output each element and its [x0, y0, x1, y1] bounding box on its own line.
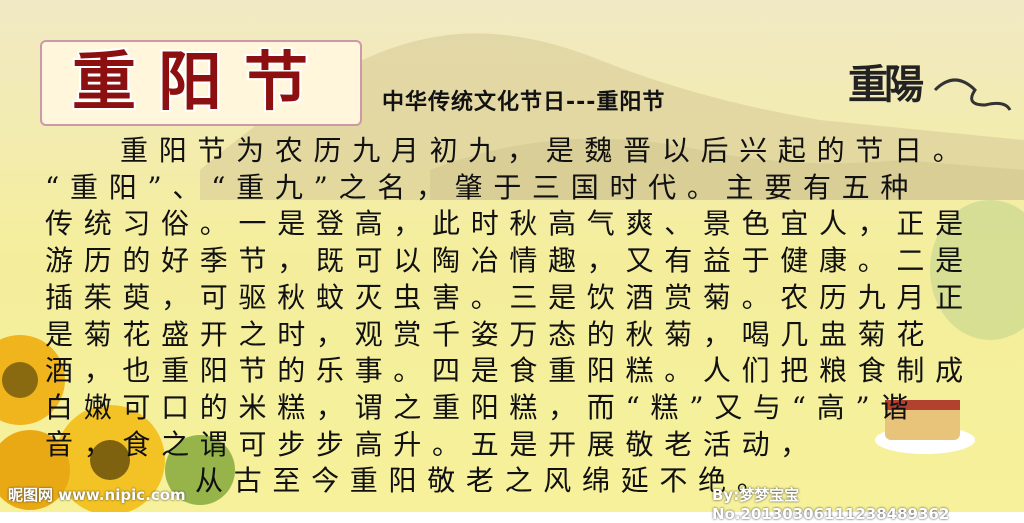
body-line: 重阳节为农历九月初九，是魏晋以后兴起的节日。 — [120, 134, 972, 167]
body-line: 游历的好季节，既可以陶冶情趣，又有益于健康。二是 — [45, 244, 974, 278]
title: 重阳节 — [40, 40, 362, 126]
body-line: 插茱萸，可驱秋蚊灭虫害。三是饮酒赏菊。农历九月正 — [45, 280, 974, 314]
body-line: 白嫩可口的米糕，谓之重阳糕，而“糕”又与“高”谐 — [45, 390, 920, 424]
flowers — [0, 335, 235, 512]
cake — [875, 400, 975, 454]
body-line: “重阳”、“重九”之名，肇于三国时代。主要有五种 — [45, 170, 920, 204]
site-watermark: 昵图网 www.nipic.com — [8, 486, 186, 504]
body-line: 酒，也重阳节的乐事。四是食重阳糕。人们把粮食制成 — [45, 354, 974, 388]
cloud-ornament — [933, 78, 1012, 111]
body-line: 传统习俗。一是登高，此时秋高气爽、景色宜人，正是 — [45, 207, 974, 241]
body-line: 是菊花盛开之时，观赏千姿万态的秋菊，喝几盅菊花 — [45, 317, 936, 351]
calligraphy: 重陽 — [848, 61, 924, 108]
subtitle: 中华传统文化节日---重阳节 — [382, 90, 666, 115]
background — [0, 0, 1024, 512]
body-line: 从古至今重阳敬老之风绵延不绝。 — [195, 464, 776, 498]
body-line: 音，食之谓可步步高升。五是开展敬老活动， — [45, 427, 820, 461]
credit-watermark: By:梦梦宝宝 No.20130306111238489362 — [712, 486, 950, 523]
